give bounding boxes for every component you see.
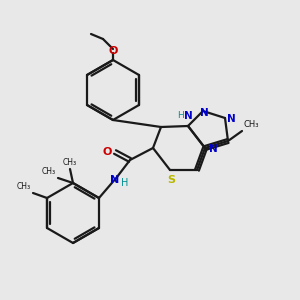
Text: CH₃: CH₃ bbox=[17, 182, 31, 191]
Text: CH₃: CH₃ bbox=[63, 158, 77, 167]
Text: N: N bbox=[200, 108, 208, 118]
Text: H: H bbox=[121, 178, 129, 188]
Text: CH₃: CH₃ bbox=[244, 120, 260, 129]
Text: N: N bbox=[208, 144, 217, 154]
Text: N: N bbox=[226, 114, 236, 124]
Text: CH₃: CH₃ bbox=[42, 167, 56, 176]
Text: N: N bbox=[184, 111, 192, 121]
Text: S: S bbox=[167, 175, 175, 185]
Text: H: H bbox=[177, 112, 183, 121]
Text: O: O bbox=[102, 147, 112, 157]
Text: N: N bbox=[110, 175, 120, 185]
Text: O: O bbox=[108, 46, 118, 56]
